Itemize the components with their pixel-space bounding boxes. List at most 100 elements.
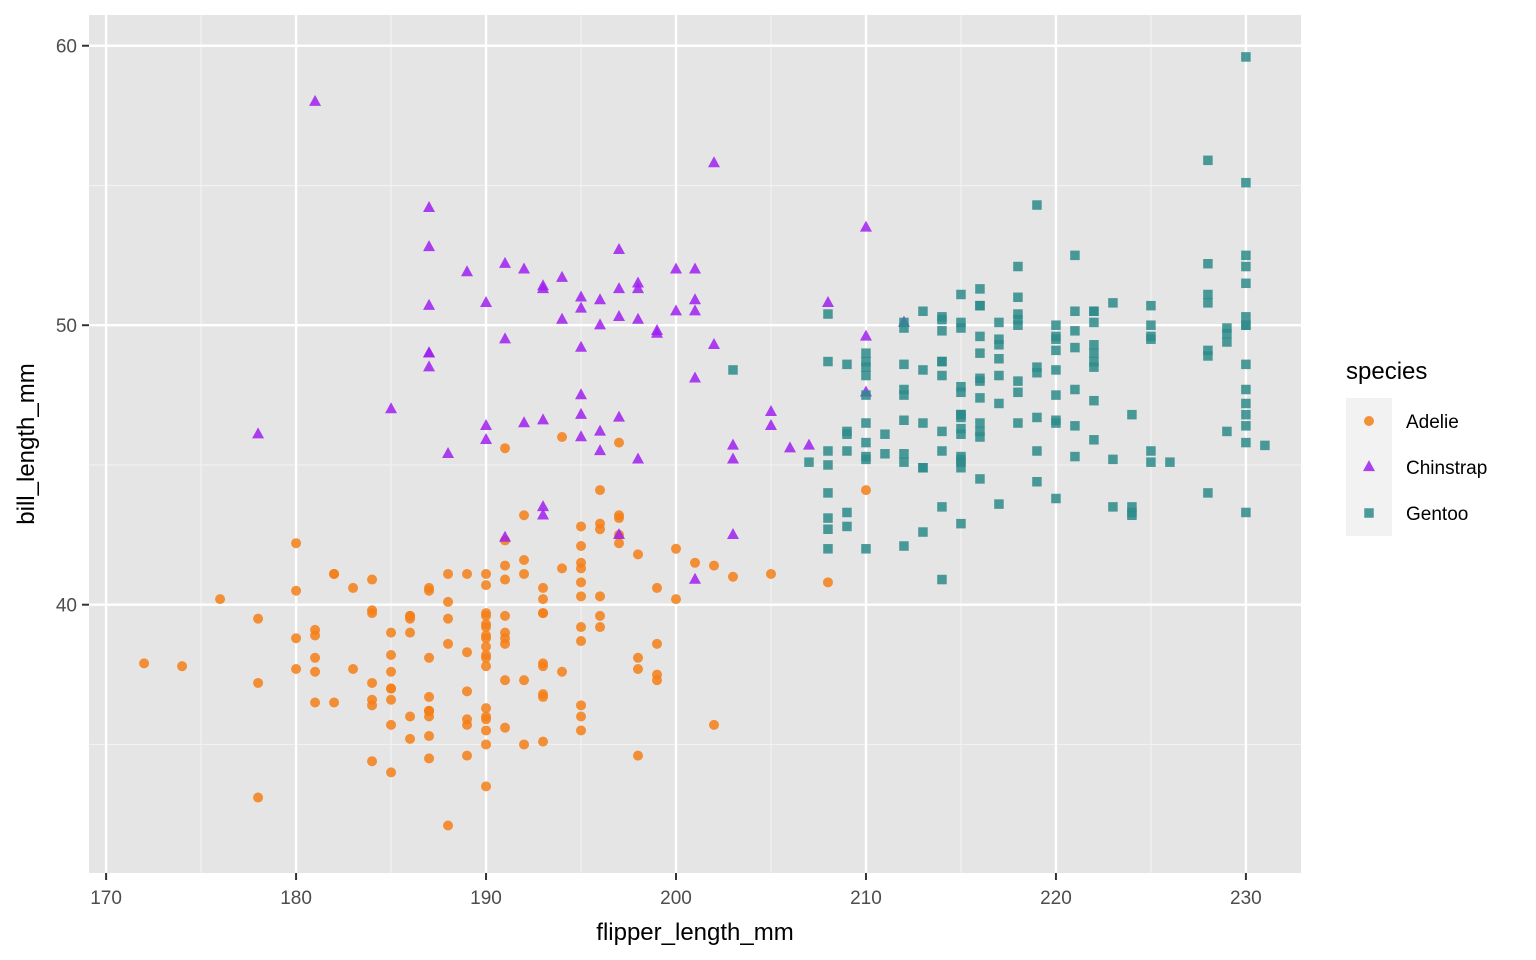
data-point-gentoo xyxy=(899,317,909,328)
data-point-gentoo xyxy=(975,348,985,358)
data-point-chinstrap xyxy=(537,413,550,425)
data-point-gentoo xyxy=(1032,200,1042,210)
data-point-chinstrap xyxy=(575,388,588,400)
data-point-gentoo xyxy=(956,323,966,333)
data-point-gentoo xyxy=(1241,421,1251,431)
data-point-gentoo xyxy=(1032,446,1042,456)
data-point-gentoo xyxy=(861,356,871,367)
data-point-gentoo xyxy=(918,365,928,375)
data-point-gentoo xyxy=(1241,52,1251,62)
data-point-adelie xyxy=(822,577,833,588)
data-point-adelie xyxy=(576,622,587,633)
y-tick-label: 40 xyxy=(56,596,77,617)
data-point-gentoo xyxy=(975,418,985,428)
data-point-chinstrap xyxy=(783,441,796,453)
data-point-gentoo xyxy=(899,415,909,425)
data-point-gentoo xyxy=(1070,384,1080,395)
data-point-adelie xyxy=(595,610,606,621)
data-point-adelie xyxy=(576,725,587,736)
data-point-gentoo xyxy=(1070,421,1080,431)
data-point-adelie xyxy=(310,666,321,677)
data-point-adelie xyxy=(481,568,492,579)
data-point-gentoo xyxy=(1051,390,1061,400)
data-point-gentoo xyxy=(1032,367,1042,378)
data-point-gentoo xyxy=(880,449,890,459)
data-point-gentoo xyxy=(1241,261,1251,272)
data-point-adelie xyxy=(481,725,492,736)
data-point-gentoo xyxy=(937,574,947,585)
data-point-adelie xyxy=(443,820,454,831)
legend: species Adelie Chinstrap Gentoo xyxy=(1346,358,1487,536)
series-gentoo xyxy=(728,52,1270,585)
data-points xyxy=(139,52,1270,831)
data-point-chinstrap xyxy=(499,530,512,542)
data-point-adelie xyxy=(424,711,435,722)
data-point-chinstrap xyxy=(518,262,531,274)
data-point-gentoo xyxy=(842,429,852,439)
data-point-gentoo xyxy=(899,359,909,370)
data-point-adelie xyxy=(538,608,549,619)
data-point-adelie xyxy=(443,638,454,649)
data-point-adelie xyxy=(500,627,511,638)
data-point-gentoo xyxy=(1127,409,1137,420)
data-point-adelie xyxy=(424,753,435,764)
data-point-chinstrap xyxy=(707,156,720,168)
data-point-gentoo xyxy=(1013,309,1023,319)
series-adelie xyxy=(139,432,871,831)
data-point-chinstrap xyxy=(632,312,645,324)
data-point-gentoo xyxy=(1241,359,1251,370)
data-point-adelie xyxy=(443,613,454,624)
data-point-adelie xyxy=(405,627,416,638)
x-axis-title: flipper_length_mm xyxy=(596,919,793,946)
data-point-chinstrap xyxy=(594,318,607,330)
data-point-gentoo xyxy=(1032,412,1042,423)
data-point-adelie xyxy=(291,538,302,549)
data-point-adelie xyxy=(595,622,606,633)
data-point-adelie xyxy=(481,703,492,714)
data-point-gentoo xyxy=(937,426,947,437)
data-point-adelie xyxy=(576,557,587,568)
data-point-gentoo xyxy=(975,426,985,437)
data-point-adelie xyxy=(500,610,511,621)
data-point-gentoo xyxy=(728,365,738,375)
x-tick-label: 200 xyxy=(660,888,692,909)
data-point-adelie xyxy=(633,549,644,560)
data-point-gentoo xyxy=(956,518,966,529)
data-point-adelie xyxy=(367,608,378,619)
data-point-gentoo xyxy=(956,289,966,300)
data-point-gentoo xyxy=(823,524,833,534)
data-point-adelie xyxy=(310,652,321,663)
data-point-gentoo xyxy=(899,541,909,551)
data-point-adelie xyxy=(708,719,719,730)
data-point-gentoo xyxy=(823,309,833,319)
data-point-gentoo xyxy=(1203,488,1213,498)
data-point-gentoo xyxy=(861,370,871,381)
data-point-gentoo xyxy=(1013,320,1023,330)
data-point-adelie xyxy=(765,568,776,579)
data-point-adelie xyxy=(576,591,587,602)
data-point-adelie xyxy=(557,666,568,677)
data-point-gentoo xyxy=(899,323,909,333)
grid-minor xyxy=(89,15,1301,873)
data-point-adelie xyxy=(367,694,378,705)
data-point-gentoo xyxy=(937,502,947,512)
data-point-gentoo xyxy=(861,437,871,448)
plot-panel xyxy=(89,15,1301,873)
data-point-adelie xyxy=(348,663,359,674)
data-point-chinstrap xyxy=(707,337,720,349)
data-point-adelie xyxy=(462,750,473,761)
data-point-adelie xyxy=(519,675,530,686)
data-point-chinstrap xyxy=(764,405,777,417)
data-point-gentoo xyxy=(1070,342,1080,353)
data-point-gentoo xyxy=(956,387,966,398)
data-point-gentoo xyxy=(1146,300,1156,311)
data-point-chinstrap xyxy=(613,242,626,254)
data-point-gentoo xyxy=(1051,345,1061,356)
data-point-chinstrap xyxy=(689,304,701,316)
data-point-gentoo xyxy=(842,507,852,518)
data-point-adelie xyxy=(177,661,188,672)
data-point-adelie xyxy=(386,627,397,638)
data-point-chinstrap xyxy=(575,430,588,442)
data-point-chinstrap xyxy=(594,293,607,305)
data-point-adelie xyxy=(329,697,340,708)
